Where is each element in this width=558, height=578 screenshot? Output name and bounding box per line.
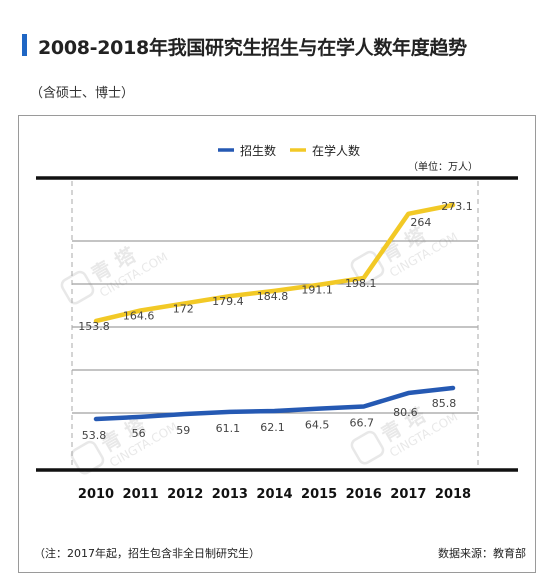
data-label-in-school-2014: 184.8 xyxy=(257,290,289,303)
legend-label-in-school: 在学人数 xyxy=(312,143,360,158)
watermark-logo-icon xyxy=(350,430,385,465)
data-label-in-school-2016: 198.1 xyxy=(345,277,377,290)
data-label-in-school-2015: 191.1 xyxy=(301,284,333,297)
page-subtitle: （含硕士、博士） xyxy=(30,86,135,101)
chart-frame-top xyxy=(18,115,536,116)
data-label-in-school-2013: 179.4 xyxy=(212,295,244,308)
page-title: 2008-2018年我国研究生招生与在学人数年度趋势 xyxy=(38,37,467,59)
data-label-enrollment-2010: 53.8 xyxy=(82,429,107,442)
data-label-in-school-2010: 153.8 xyxy=(78,320,110,333)
x-tick-2013: 2013 xyxy=(212,487,248,502)
title-accent-bar xyxy=(22,34,27,56)
x-tick-2016: 2016 xyxy=(346,487,382,502)
data-label-enrollment-2015: 64.5 xyxy=(305,419,330,432)
legend-label-enrollment: 招生数 xyxy=(240,143,276,158)
x-axis-ticks: 2010 2011 2012 2013 2014 2015 2016 2017 2018 xyxy=(78,487,471,502)
unit-label: （单位：万人） xyxy=(408,160,478,173)
x-tick-2010: 2010 xyxy=(78,487,114,502)
data-label-enrollment-2014: 62.1 xyxy=(260,421,285,434)
data-label-in-school-2017: 264 xyxy=(410,216,431,229)
watermark-logo-icon xyxy=(60,270,95,305)
data-label-in-school-2012: 172 xyxy=(173,302,194,315)
data-label-enrollment-2016: 66.7 xyxy=(350,417,375,430)
x-tick-2012: 2012 xyxy=(167,487,203,502)
data-label-enrollment-2012: 59 xyxy=(176,424,190,437)
footnote: （注：2017年起，招生包含非全日制研究生） xyxy=(34,547,260,560)
x-tick-2014: 2014 xyxy=(256,487,292,502)
chart-frame xyxy=(18,115,536,573)
x-tick-2011: 2011 xyxy=(123,487,159,502)
data-label-enrollment-2011: 56 xyxy=(132,427,146,440)
grid-layer xyxy=(36,176,518,472)
x-tick-2017: 2017 xyxy=(390,487,426,502)
data-label-enrollment-2013: 61.1 xyxy=(216,422,241,435)
series-layer: 153.8 164.6 172 179.4 184.8 191.1 198.1 264 273.… xyxy=(78,200,473,442)
data-label-enrollment-2018: 85.8 xyxy=(432,397,457,410)
data-label-enrollment-2017: 80.6 xyxy=(393,406,418,419)
x-tick-2015: 2015 xyxy=(301,487,337,502)
data-label-in-school-2018: 273.1 xyxy=(441,200,473,213)
series-line-in-school xyxy=(93,202,456,324)
legend: 招生数 在学人数 xyxy=(218,143,360,158)
x-tick-2018: 2018 xyxy=(435,487,471,502)
data-label-in-school-2011: 164.6 xyxy=(123,309,155,322)
watermark-logo-icon xyxy=(350,250,385,285)
data-source: 数据来源：教育部 xyxy=(438,547,526,560)
series-line-enrollment xyxy=(93,385,456,422)
